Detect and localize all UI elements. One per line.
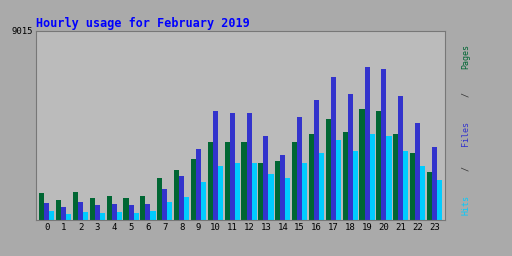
- Bar: [353, 151, 358, 220]
- Bar: [348, 94, 353, 220]
- Bar: [280, 155, 285, 220]
- Bar: [420, 166, 425, 220]
- Bar: [242, 142, 247, 220]
- Bar: [251, 163, 257, 220]
- Text: /: /: [461, 162, 471, 176]
- Bar: [393, 134, 398, 220]
- Bar: [376, 111, 381, 220]
- Bar: [336, 140, 341, 220]
- Bar: [179, 176, 184, 220]
- Bar: [365, 67, 370, 220]
- Text: Pages: Pages: [461, 44, 471, 69]
- Bar: [73, 192, 78, 220]
- Bar: [263, 136, 268, 220]
- Bar: [78, 202, 83, 220]
- Bar: [268, 174, 273, 220]
- Text: Hourly usage for February 2019: Hourly usage for February 2019: [36, 17, 249, 29]
- Bar: [61, 207, 66, 220]
- Bar: [247, 113, 251, 220]
- Bar: [106, 196, 112, 220]
- Bar: [359, 109, 365, 220]
- Bar: [370, 134, 375, 220]
- Bar: [302, 163, 307, 220]
- Bar: [90, 198, 95, 220]
- Bar: [410, 153, 415, 220]
- Bar: [285, 178, 290, 220]
- Bar: [56, 200, 61, 220]
- Bar: [398, 96, 403, 220]
- Bar: [230, 113, 234, 220]
- Bar: [259, 163, 263, 220]
- Bar: [326, 119, 331, 220]
- Bar: [134, 213, 139, 220]
- Bar: [331, 77, 336, 220]
- Bar: [403, 151, 409, 220]
- Bar: [117, 212, 122, 220]
- Bar: [309, 134, 314, 220]
- Bar: [157, 178, 162, 220]
- Bar: [213, 111, 218, 220]
- Bar: [83, 212, 88, 220]
- Bar: [437, 180, 442, 220]
- Bar: [432, 147, 437, 220]
- Bar: [151, 211, 156, 220]
- Bar: [95, 206, 100, 220]
- Bar: [208, 142, 213, 220]
- Bar: [112, 204, 117, 220]
- Bar: [123, 198, 129, 220]
- Bar: [297, 117, 302, 220]
- Bar: [167, 202, 173, 220]
- Text: /: /: [461, 87, 471, 102]
- Bar: [292, 142, 297, 220]
- Bar: [49, 211, 54, 220]
- Bar: [319, 153, 324, 220]
- Bar: [145, 204, 151, 220]
- Bar: [140, 196, 145, 220]
- Bar: [381, 69, 387, 220]
- Bar: [184, 197, 189, 220]
- Bar: [191, 159, 196, 220]
- Bar: [225, 142, 230, 220]
- Bar: [387, 136, 392, 220]
- Bar: [314, 100, 319, 220]
- Bar: [196, 149, 201, 220]
- Bar: [427, 172, 432, 220]
- Bar: [39, 193, 44, 220]
- Bar: [201, 182, 206, 220]
- Text: Files: Files: [461, 121, 471, 146]
- Bar: [162, 189, 167, 220]
- Bar: [174, 170, 179, 220]
- Bar: [275, 161, 280, 220]
- Bar: [44, 203, 49, 220]
- Text: Hits: Hits: [461, 195, 471, 215]
- Bar: [343, 132, 348, 220]
- Bar: [415, 123, 420, 220]
- Bar: [234, 163, 240, 220]
- Bar: [129, 206, 134, 220]
- Bar: [66, 214, 71, 220]
- Bar: [100, 213, 105, 220]
- Bar: [218, 166, 223, 220]
